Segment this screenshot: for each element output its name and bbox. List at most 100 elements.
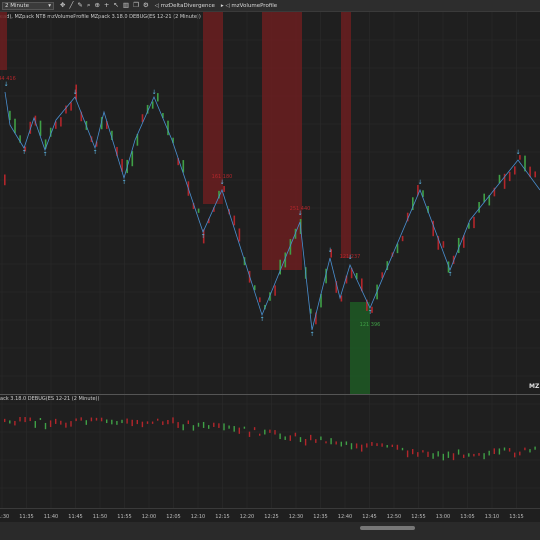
delta-bar bbox=[259, 433, 261, 436]
watermark: MZ bbox=[529, 383, 540, 390]
time-tick-label: 11:50 bbox=[93, 514, 107, 520]
price-candle bbox=[162, 112, 164, 119]
price-candle bbox=[44, 139, 47, 149]
zigzag-label: 161 180 bbox=[212, 174, 233, 180]
delta-bar bbox=[289, 435, 291, 441]
delta-bar bbox=[39, 418, 42, 421]
swing-high-arrow: ↓ bbox=[3, 81, 8, 88]
price-candle bbox=[279, 259, 281, 275]
delta-bar bbox=[498, 448, 501, 455]
time-axis bbox=[0, 508, 540, 523]
price-candle bbox=[177, 157, 179, 166]
plus-icon[interactable]: + bbox=[103, 1, 110, 9]
price-candle bbox=[19, 135, 21, 143]
price-candle bbox=[70, 102, 72, 111]
delta-bar bbox=[90, 417, 93, 422]
delta-zone-red bbox=[203, 12, 223, 204]
price-candle bbox=[345, 275, 348, 284]
swing-low-arrow: ↑ bbox=[21, 149, 26, 156]
price-candle bbox=[427, 205, 429, 213]
delta-bar bbox=[172, 417, 174, 424]
delta-bar bbox=[473, 453, 475, 457]
delta-bar bbox=[29, 417, 31, 422]
horizontal-scrollbar[interactable] bbox=[0, 522, 540, 540]
time-tick-label: 13:10 bbox=[485, 514, 499, 520]
chart-style-icon[interactable]: ▥ bbox=[122, 1, 129, 9]
time-tick-label: 12:15 bbox=[215, 514, 229, 520]
zoom-icon[interactable]: ⌕ bbox=[86, 1, 91, 9]
delta-bar bbox=[19, 417, 21, 422]
price-candle bbox=[29, 121, 32, 134]
delta-zone-red bbox=[0, 12, 7, 70]
price-candle bbox=[335, 280, 338, 293]
delta-bar bbox=[136, 419, 138, 425]
delta-bar bbox=[519, 451, 521, 456]
swing-low-arrow: ↑ bbox=[121, 179, 126, 186]
delta-bar bbox=[24, 417, 26, 423]
price-candle bbox=[406, 212, 409, 222]
price-candle bbox=[111, 130, 113, 141]
indicator-tab-delta[interactable]: ◁ mzDeltaDivergence bbox=[154, 2, 215, 9]
delta-bar bbox=[284, 436, 286, 440]
swing-low-arrow: ↑ bbox=[259, 316, 264, 323]
delta-bar bbox=[508, 448, 511, 452]
panel-separator[interactable] bbox=[0, 394, 540, 395]
delta-zone-green bbox=[350, 302, 370, 394]
delta-bar bbox=[60, 420, 62, 425]
magnifier-icon[interactable]: ⊕ bbox=[94, 1, 100, 9]
swing-low-arrow: ↑ bbox=[309, 331, 314, 338]
price-candle bbox=[80, 111, 83, 122]
time-tick-label: 11:55 bbox=[117, 514, 131, 520]
delta-bar bbox=[437, 451, 439, 457]
time-tick-label: 12:50 bbox=[387, 514, 401, 520]
zigzag-label: 121 396 bbox=[360, 322, 381, 328]
delta-bar bbox=[146, 421, 149, 424]
delta-bar bbox=[197, 422, 200, 427]
price-candle bbox=[141, 114, 144, 123]
price-candle bbox=[39, 120, 42, 136]
price-candle bbox=[49, 127, 52, 137]
copy-icon[interactable]: ❐ bbox=[132, 1, 139, 9]
timeframe-select[interactable]: 2 Minute ▾ bbox=[2, 1, 54, 10]
price-candle bbox=[55, 121, 57, 129]
price-candle bbox=[131, 151, 134, 167]
price-candle bbox=[417, 185, 419, 196]
delta-bar bbox=[371, 442, 373, 446]
delta-bar bbox=[116, 421, 118, 425]
price-candle bbox=[146, 104, 149, 114]
price-candle bbox=[361, 278, 363, 292]
time-tick-label: 12:25 bbox=[264, 514, 278, 520]
price-candle bbox=[197, 208, 200, 213]
delta-bar bbox=[432, 453, 434, 459]
price-candle bbox=[483, 193, 485, 203]
delta-bar bbox=[126, 418, 128, 424]
draw-line-icon[interactable]: ╱ bbox=[69, 1, 74, 9]
price-candle bbox=[529, 166, 531, 178]
price-candle bbox=[503, 173, 506, 189]
delta-bar bbox=[279, 433, 281, 440]
delta-bar bbox=[376, 443, 378, 447]
crosshair-icon[interactable]: ✥ bbox=[60, 1, 66, 9]
price-candle bbox=[493, 187, 496, 197]
price-candle bbox=[182, 160, 185, 173]
indicator-tab-profile[interactable]: ▸ ◁ mzVolumeProfile bbox=[220, 2, 278, 9]
price-candle bbox=[213, 207, 215, 212]
delta-bar bbox=[218, 423, 220, 428]
scrollbar-thumb[interactable] bbox=[360, 526, 415, 530]
price-candle bbox=[202, 229, 205, 244]
delta-bar bbox=[100, 417, 103, 422]
zigzag-label: 44 416 bbox=[0, 76, 16, 82]
time-tick-label: 12:20 bbox=[240, 514, 254, 520]
delta-bar bbox=[386, 445, 388, 448]
price-candle bbox=[534, 171, 536, 178]
settings-icon[interactable]: ⚙ bbox=[142, 1, 149, 9]
delta-bar bbox=[534, 446, 536, 450]
pointer-icon[interactable]: ↖ bbox=[113, 1, 119, 9]
pencil-icon[interactable]: ✎ bbox=[77, 1, 83, 9]
price-candle bbox=[315, 312, 317, 325]
delta-bar bbox=[299, 437, 302, 443]
time-tick-label: 12:45 bbox=[362, 514, 376, 520]
delta-bar bbox=[202, 421, 205, 428]
delta-zone-red bbox=[262, 12, 302, 270]
